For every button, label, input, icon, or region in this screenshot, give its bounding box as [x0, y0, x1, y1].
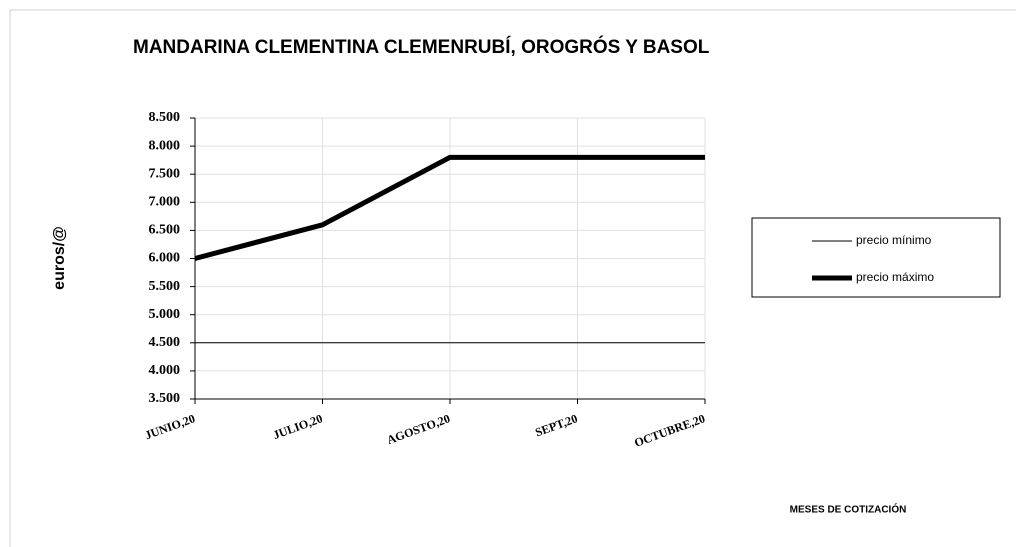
legend-label: precio máximo [856, 270, 934, 284]
x-tick-label: OCTUBRE,20 [632, 411, 707, 450]
x-axis-label: MESES DE COTIZACIÓN [790, 503, 907, 516]
y-tick-label: 6.500 [149, 223, 181, 238]
legend-box [751, 217, 1001, 298]
y-tick-label: 8.000 [149, 138, 181, 153]
chart-title: MANDARINA CLEMENTINA CLEMENRUBÍ, OROGRÓS… [133, 36, 710, 58]
x-tick-label: SEPT,20 [533, 411, 579, 439]
x-tick-label: JULIO,20 [271, 411, 324, 442]
y-tick-label: 4.500 [149, 335, 181, 350]
x-tick-label: JUNIO,20 [143, 411, 197, 442]
y-tick-label: 5.500 [149, 279, 181, 294]
y-tick-label: 3.500 [149, 391, 181, 406]
y-tick-label: 8.500 [149, 110, 181, 125]
y-tick-label: 7.000 [149, 195, 181, 210]
y-tick-label: 4.000 [149, 363, 181, 378]
legend-label: precio mínimo [856, 233, 932, 247]
y-tick-label: 6.000 [149, 251, 181, 266]
y-tick-label: 7.500 [149, 166, 181, 181]
series-line [194, 154, 705, 261]
y-tick-label: 5.000 [149, 307, 181, 322]
y-axis-label: euros/@ [51, 226, 68, 290]
x-tick-label: AGOSTO,20 [385, 411, 452, 447]
chart-border [9, 9, 1016, 547]
